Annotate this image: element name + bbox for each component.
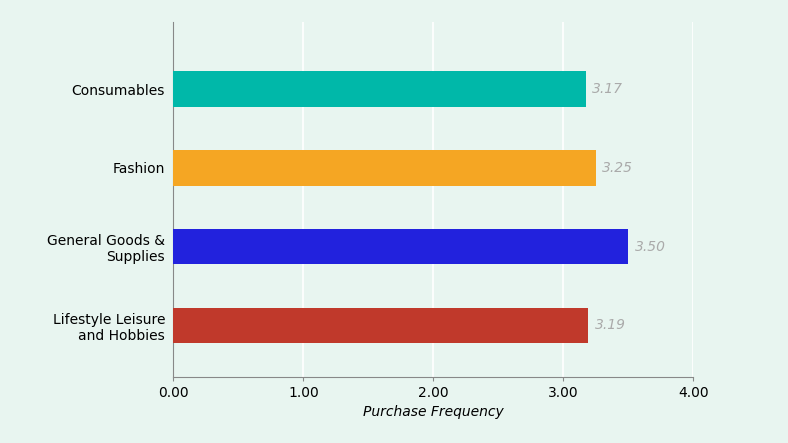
Text: 3.17: 3.17 xyxy=(592,82,623,96)
Text: 3.25: 3.25 xyxy=(602,161,634,175)
Text: 3.50: 3.50 xyxy=(635,240,666,253)
X-axis label: Purchase Frequency: Purchase Frequency xyxy=(363,405,504,419)
Bar xyxy=(173,229,629,264)
Bar xyxy=(173,307,588,343)
Bar xyxy=(173,71,585,107)
Text: 3.19: 3.19 xyxy=(595,319,626,332)
Bar xyxy=(173,150,596,186)
